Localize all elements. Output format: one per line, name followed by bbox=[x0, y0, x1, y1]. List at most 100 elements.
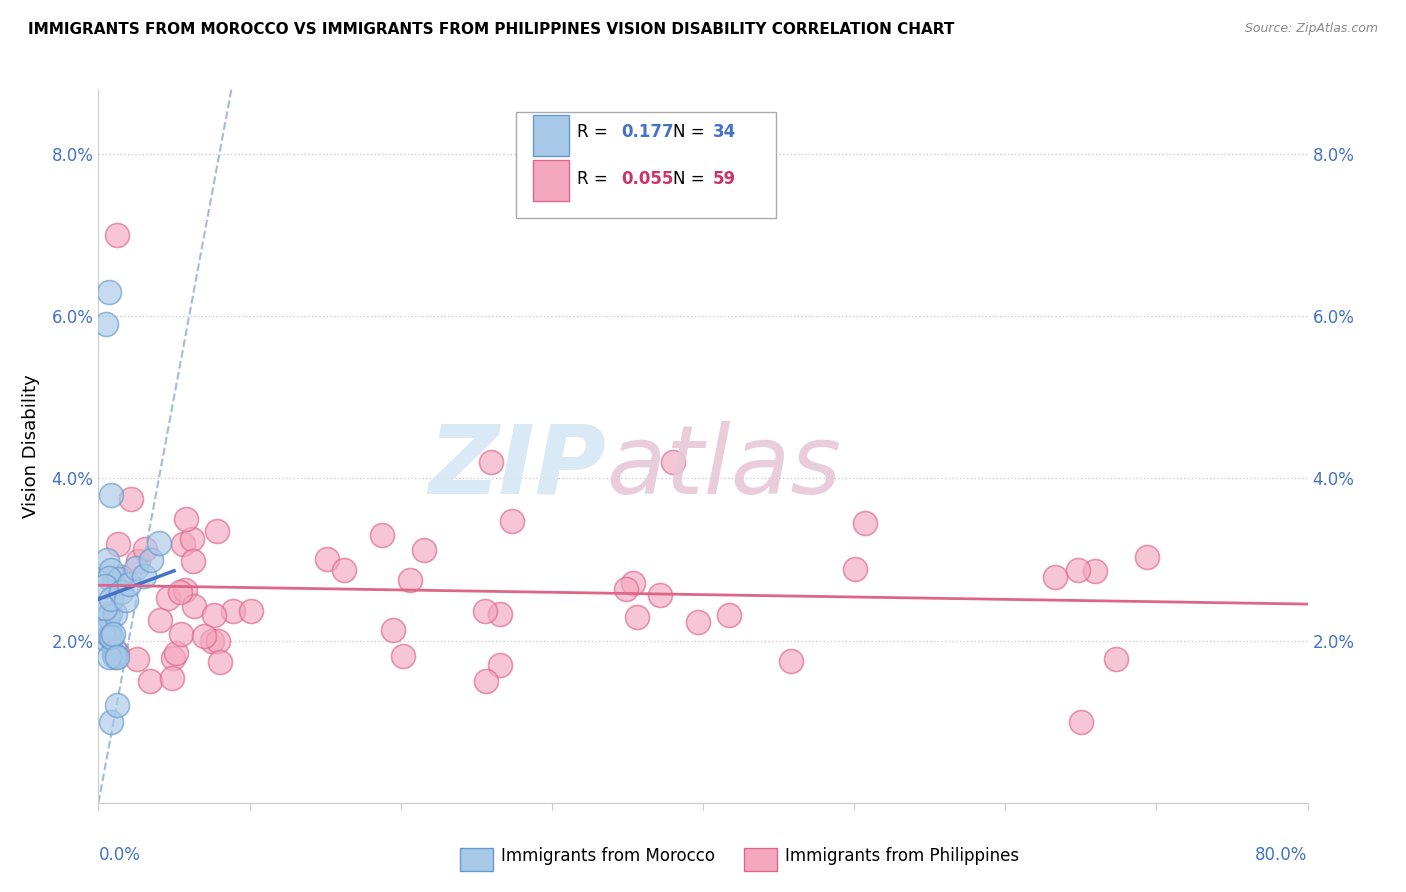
Point bbox=[98, 285, 121, 299]
Point bbox=[148, 613, 170, 627]
Point bbox=[97, 571, 120, 585]
Point bbox=[626, 610, 648, 624]
Point bbox=[371, 528, 394, 542]
Point bbox=[173, 583, 195, 598]
Point bbox=[183, 599, 205, 614]
Point bbox=[207, 633, 229, 648]
Point bbox=[208, 655, 231, 669]
Point bbox=[105, 649, 128, 664]
Point bbox=[91, 624, 114, 638]
Point bbox=[100, 714, 122, 729]
Point bbox=[94, 601, 117, 615]
Point bbox=[1067, 563, 1090, 577]
Point bbox=[221, 604, 243, 618]
Text: 59: 59 bbox=[713, 169, 735, 188]
Text: 0.0%: 0.0% bbox=[98, 846, 141, 863]
Point bbox=[110, 585, 132, 599]
Point bbox=[648, 588, 671, 602]
Point bbox=[1043, 570, 1066, 584]
FancyBboxPatch shape bbox=[516, 112, 776, 218]
Point bbox=[239, 604, 262, 618]
Point bbox=[118, 577, 141, 591]
Point bbox=[127, 554, 149, 568]
Point bbox=[103, 577, 125, 591]
Point bbox=[172, 536, 194, 550]
Point bbox=[134, 542, 156, 557]
Point bbox=[114, 593, 136, 607]
Point bbox=[162, 651, 184, 665]
Point bbox=[120, 491, 142, 506]
Text: Immigrants from Morocco: Immigrants from Morocco bbox=[501, 847, 716, 865]
Point bbox=[100, 488, 122, 502]
Point bbox=[489, 658, 512, 673]
Point bbox=[107, 537, 129, 551]
Point bbox=[844, 562, 866, 576]
Point bbox=[399, 573, 422, 587]
Text: IMMIGRANTS FROM MOROCCO VS IMMIGRANTS FROM PHILIPPINES VISION DISABILITY CORRELA: IMMIGRANTS FROM MOROCCO VS IMMIGRANTS FR… bbox=[28, 22, 955, 37]
Point bbox=[127, 652, 149, 666]
Point bbox=[382, 623, 405, 637]
Point bbox=[98, 606, 121, 620]
Point bbox=[316, 552, 339, 566]
Point bbox=[132, 568, 155, 582]
Point bbox=[1084, 564, 1107, 578]
Point bbox=[201, 633, 224, 648]
Text: atlas: atlas bbox=[606, 421, 841, 514]
Point bbox=[101, 627, 124, 641]
FancyBboxPatch shape bbox=[744, 848, 776, 871]
Point bbox=[181, 532, 204, 546]
Point bbox=[98, 649, 121, 664]
Point bbox=[125, 560, 148, 574]
Point bbox=[779, 654, 801, 668]
Text: Immigrants from Philippines: Immigrants from Philippines bbox=[785, 847, 1019, 865]
Point bbox=[94, 318, 117, 332]
Point bbox=[413, 542, 436, 557]
Y-axis label: Vision Disability: Vision Disability bbox=[22, 374, 41, 518]
Point bbox=[1136, 549, 1159, 564]
Point bbox=[103, 648, 125, 662]
Text: Source: ZipAtlas.com: Source: ZipAtlas.com bbox=[1244, 22, 1378, 36]
Point bbox=[148, 536, 170, 550]
Text: R =: R = bbox=[578, 169, 613, 188]
Point bbox=[100, 592, 122, 607]
Text: 80.0%: 80.0% bbox=[1256, 846, 1308, 863]
Point bbox=[141, 552, 163, 566]
Point bbox=[165, 647, 187, 661]
Point bbox=[169, 585, 191, 599]
Point bbox=[853, 516, 876, 530]
Point bbox=[717, 607, 740, 622]
Text: ZIP: ZIP bbox=[429, 421, 606, 514]
Text: 0.177: 0.177 bbox=[621, 123, 673, 142]
Point bbox=[202, 608, 225, 623]
Point bbox=[481, 455, 503, 469]
FancyBboxPatch shape bbox=[533, 160, 569, 201]
Point bbox=[98, 622, 121, 636]
Point bbox=[474, 604, 496, 618]
Point bbox=[108, 572, 131, 586]
Point bbox=[104, 649, 127, 664]
Point bbox=[105, 698, 128, 713]
Point bbox=[193, 629, 215, 643]
Point bbox=[104, 607, 127, 621]
Point bbox=[686, 615, 709, 630]
Point bbox=[489, 607, 512, 621]
Point bbox=[157, 591, 180, 605]
Point bbox=[97, 609, 120, 624]
Point bbox=[94, 632, 117, 646]
Point bbox=[105, 646, 128, 660]
Point bbox=[621, 575, 644, 590]
Point bbox=[93, 579, 115, 593]
Point bbox=[160, 671, 183, 685]
Point bbox=[332, 563, 354, 577]
Text: N =: N = bbox=[672, 123, 710, 142]
FancyBboxPatch shape bbox=[533, 115, 569, 155]
Point bbox=[174, 512, 197, 526]
Point bbox=[501, 514, 523, 528]
Point bbox=[181, 554, 204, 568]
Point bbox=[139, 674, 162, 689]
Text: 0.055: 0.055 bbox=[621, 169, 673, 188]
Text: 34: 34 bbox=[713, 123, 735, 142]
Point bbox=[1105, 651, 1128, 665]
Text: N =: N = bbox=[672, 169, 710, 188]
Point bbox=[100, 630, 122, 644]
